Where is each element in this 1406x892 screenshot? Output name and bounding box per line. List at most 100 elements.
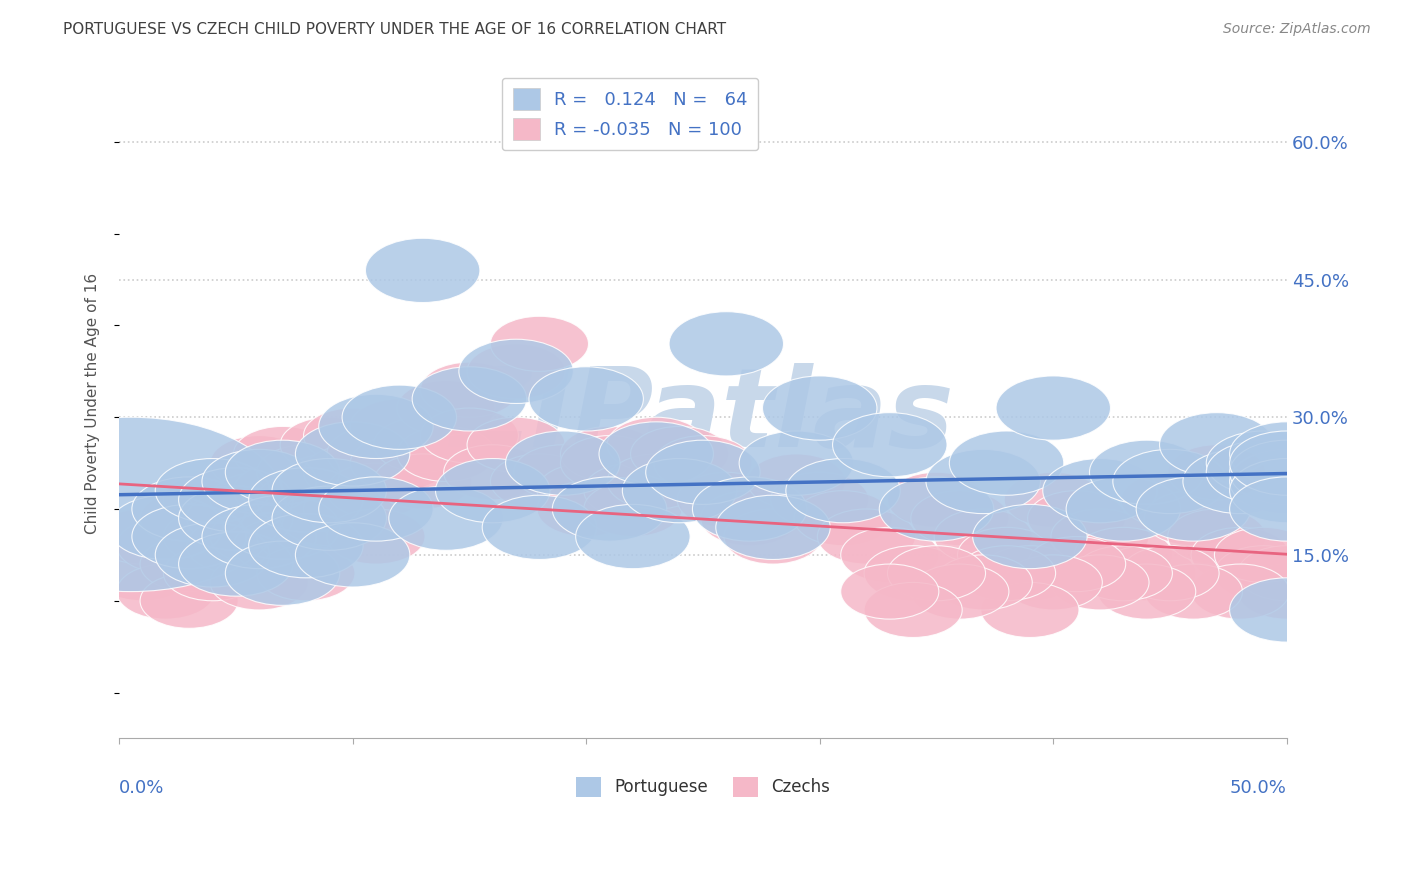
Ellipse shape bbox=[374, 417, 472, 472]
Text: 0.0%: 0.0% bbox=[120, 779, 165, 797]
Ellipse shape bbox=[328, 426, 425, 482]
Ellipse shape bbox=[187, 518, 285, 574]
Ellipse shape bbox=[957, 546, 1056, 601]
Ellipse shape bbox=[1136, 477, 1250, 541]
Ellipse shape bbox=[396, 426, 495, 482]
Ellipse shape bbox=[467, 343, 565, 399]
Ellipse shape bbox=[1230, 578, 1344, 642]
Ellipse shape bbox=[225, 440, 340, 504]
Ellipse shape bbox=[786, 458, 900, 523]
Ellipse shape bbox=[1182, 450, 1298, 514]
Ellipse shape bbox=[93, 509, 191, 564]
Ellipse shape bbox=[233, 426, 332, 482]
Ellipse shape bbox=[911, 491, 1010, 546]
Ellipse shape bbox=[1066, 477, 1181, 541]
Ellipse shape bbox=[163, 472, 262, 527]
Text: ZIPatlas: ZIPatlas bbox=[451, 363, 955, 470]
Ellipse shape bbox=[225, 541, 340, 606]
Ellipse shape bbox=[141, 574, 238, 628]
Ellipse shape bbox=[1191, 527, 1289, 582]
Ellipse shape bbox=[0, 417, 285, 591]
Text: 50.0%: 50.0% bbox=[1230, 779, 1286, 797]
Ellipse shape bbox=[1215, 527, 1313, 582]
Ellipse shape bbox=[1144, 564, 1243, 619]
Ellipse shape bbox=[1028, 536, 1126, 591]
Ellipse shape bbox=[374, 454, 472, 509]
Ellipse shape bbox=[716, 495, 830, 559]
Ellipse shape bbox=[491, 454, 589, 509]
Ellipse shape bbox=[817, 509, 915, 564]
Ellipse shape bbox=[257, 509, 354, 564]
Ellipse shape bbox=[607, 454, 706, 509]
Ellipse shape bbox=[1206, 440, 1320, 504]
Ellipse shape bbox=[187, 491, 285, 546]
Ellipse shape bbox=[179, 532, 292, 596]
Ellipse shape bbox=[257, 472, 354, 527]
Ellipse shape bbox=[396, 381, 495, 435]
Ellipse shape bbox=[678, 472, 775, 527]
Ellipse shape bbox=[927, 450, 1040, 514]
Ellipse shape bbox=[187, 463, 285, 518]
Ellipse shape bbox=[841, 564, 939, 619]
Ellipse shape bbox=[444, 445, 541, 500]
Ellipse shape bbox=[155, 458, 270, 523]
Ellipse shape bbox=[342, 385, 457, 450]
Ellipse shape bbox=[1230, 477, 1344, 541]
Ellipse shape bbox=[1237, 564, 1336, 619]
Ellipse shape bbox=[1237, 546, 1336, 601]
Ellipse shape bbox=[1215, 546, 1313, 601]
Ellipse shape bbox=[794, 491, 893, 546]
Ellipse shape bbox=[117, 564, 215, 619]
Ellipse shape bbox=[607, 417, 706, 472]
Ellipse shape bbox=[740, 431, 853, 495]
Ellipse shape bbox=[1043, 458, 1157, 523]
Ellipse shape bbox=[700, 491, 799, 546]
Ellipse shape bbox=[491, 317, 589, 371]
Ellipse shape bbox=[420, 362, 519, 417]
Ellipse shape bbox=[132, 504, 246, 569]
Ellipse shape bbox=[1230, 422, 1344, 486]
Ellipse shape bbox=[328, 509, 425, 564]
Ellipse shape bbox=[561, 426, 658, 482]
Ellipse shape bbox=[1028, 491, 1126, 546]
Ellipse shape bbox=[1098, 546, 1195, 601]
Ellipse shape bbox=[233, 518, 332, 574]
Ellipse shape bbox=[1206, 431, 1320, 495]
Ellipse shape bbox=[467, 417, 565, 472]
Ellipse shape bbox=[141, 491, 238, 546]
Ellipse shape bbox=[93, 546, 191, 601]
Ellipse shape bbox=[295, 422, 409, 486]
Ellipse shape bbox=[832, 413, 948, 477]
Ellipse shape bbox=[669, 311, 783, 376]
Ellipse shape bbox=[887, 546, 986, 601]
Ellipse shape bbox=[366, 238, 479, 302]
Ellipse shape bbox=[225, 495, 340, 559]
Ellipse shape bbox=[163, 546, 262, 601]
Ellipse shape bbox=[770, 472, 869, 527]
Ellipse shape bbox=[163, 509, 262, 564]
Ellipse shape bbox=[209, 555, 308, 610]
Ellipse shape bbox=[108, 495, 224, 559]
Ellipse shape bbox=[762, 376, 877, 440]
Ellipse shape bbox=[209, 472, 308, 527]
Ellipse shape bbox=[1074, 527, 1173, 582]
Ellipse shape bbox=[630, 426, 728, 482]
Ellipse shape bbox=[1004, 555, 1102, 610]
Ellipse shape bbox=[1168, 445, 1265, 500]
Ellipse shape bbox=[724, 509, 823, 564]
Ellipse shape bbox=[458, 339, 574, 403]
Ellipse shape bbox=[280, 417, 378, 472]
Ellipse shape bbox=[645, 440, 761, 504]
Ellipse shape bbox=[1191, 564, 1289, 619]
Ellipse shape bbox=[132, 477, 246, 541]
Ellipse shape bbox=[981, 582, 1078, 638]
Ellipse shape bbox=[506, 431, 620, 495]
Ellipse shape bbox=[599, 422, 713, 486]
Ellipse shape bbox=[304, 445, 402, 500]
Ellipse shape bbox=[879, 477, 994, 541]
Ellipse shape bbox=[1144, 491, 1243, 546]
Ellipse shape bbox=[389, 486, 503, 550]
Ellipse shape bbox=[1160, 413, 1274, 477]
Ellipse shape bbox=[271, 486, 387, 550]
Ellipse shape bbox=[911, 564, 1010, 619]
